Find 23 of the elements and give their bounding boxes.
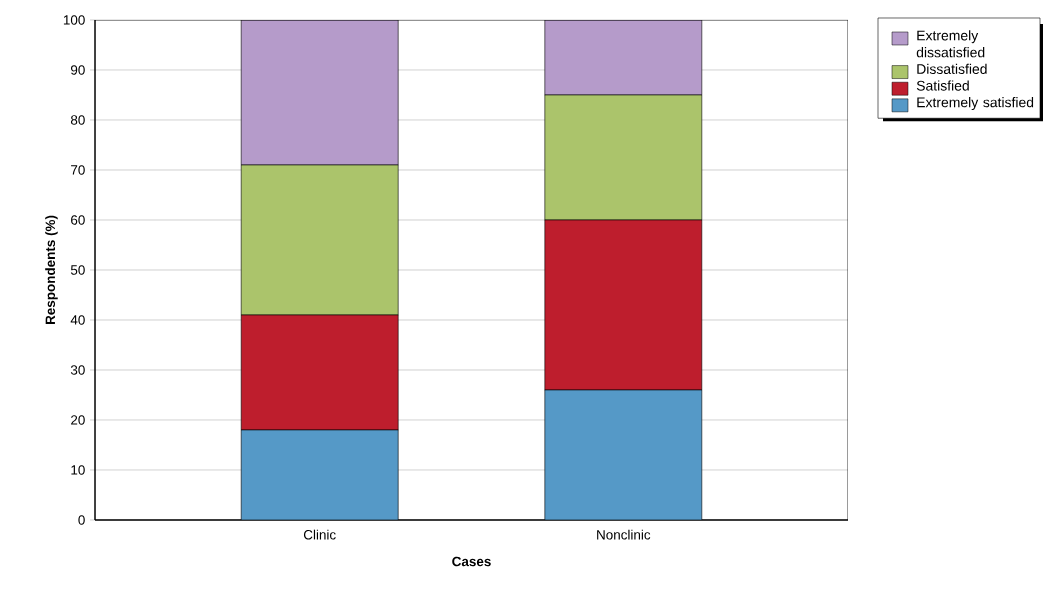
y-tick-label: 30 (70, 365, 85, 375)
x-axis-title: Cases (452, 556, 491, 567)
y-tick-label: 40 (70, 315, 85, 325)
y-tick-label: 100 (63, 15, 85, 25)
bar (544, 389, 703, 520)
y-tick-label: 10 (71, 465, 85, 475)
y-tick-label: 0 (78, 515, 85, 525)
y-tick-label: 70 (71, 165, 85, 175)
bar (240, 429, 399, 520)
bar (240, 19, 399, 166)
y-tick-label: 60 (71, 215, 85, 225)
legend-label: Extremely satisfied (917, 97, 1034, 111)
bar (544, 19, 703, 96)
y-tick-label: 20 (71, 415, 85, 425)
x-tick-label: Nonclinic (597, 529, 651, 540)
legend-label: Extremely dissatisfied (916, 30, 985, 58)
y-tick-label: 90 (70, 65, 85, 75)
legend-label: Dissatisfied (917, 63, 987, 75)
y-tick-label: 50 (70, 265, 85, 275)
x-tick-label: Clinic (303, 529, 336, 540)
legend-label: Satisfied (916, 80, 969, 91)
y-tick-label: 80 (70, 115, 85, 125)
y-axis-title: Respondents (%) (45, 215, 58, 324)
